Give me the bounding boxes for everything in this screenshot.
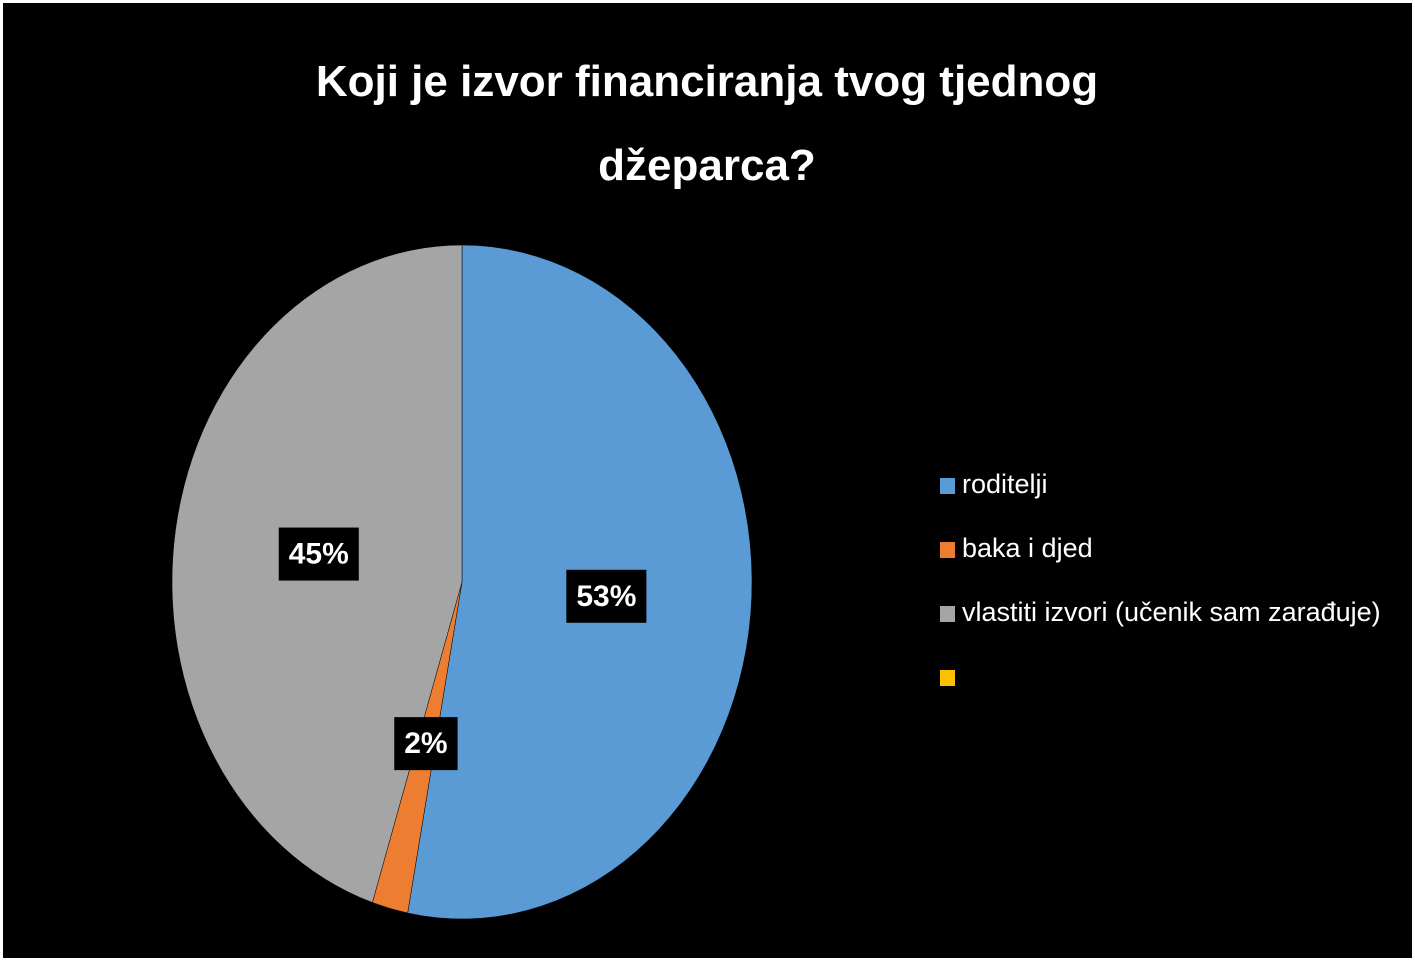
legend-swatch bbox=[940, 606, 955, 622]
data-label-box bbox=[394, 717, 458, 771]
chart-title: Koji je izvor financiranja tvog tjednog … bbox=[315, 57, 1099, 190]
legend-label: vlastiti izvori (učenik sam zarađuje) bbox=[962, 597, 1381, 627]
legend-label: roditelji bbox=[962, 469, 1048, 499]
data-label: 45% bbox=[289, 538, 349, 571]
data-label-box bbox=[278, 527, 359, 581]
data-label: 53% bbox=[576, 580, 636, 613]
legend-swatch bbox=[940, 670, 955, 686]
legend-swatch bbox=[940, 478, 955, 494]
data-label: 2% bbox=[404, 727, 447, 760]
data-label-box bbox=[566, 569, 647, 623]
legend-label: baka i djed bbox=[962, 533, 1093, 563]
legend-swatch bbox=[940, 542, 955, 558]
